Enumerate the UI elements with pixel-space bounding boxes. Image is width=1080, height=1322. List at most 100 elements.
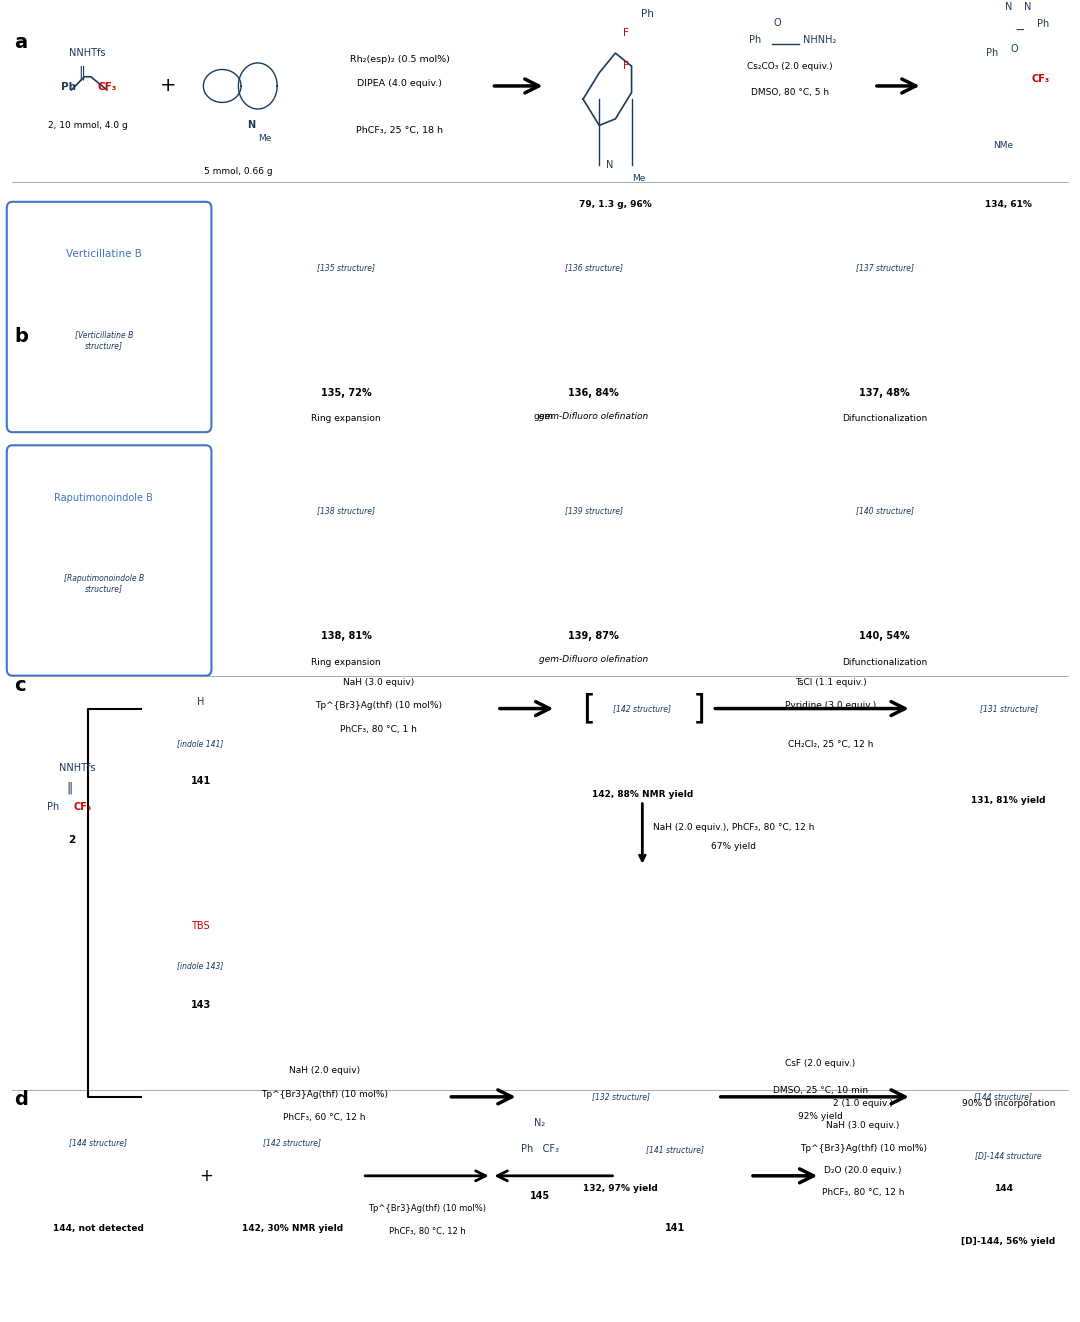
Text: 67% yield: 67% yield [712,842,756,851]
Text: 79, 1.3 g, 96%: 79, 1.3 g, 96% [579,200,652,209]
Text: [D]-144 structure: [D]-144 structure [975,1151,1042,1161]
Text: ‒: ‒ [1015,24,1024,38]
Text: CH₂Cl₂, 25 °C, 12 h: CH₂Cl₂, 25 °C, 12 h [788,739,874,748]
Text: ]: ] [693,691,706,724]
Text: Tp^{Br3}Ag(thf) (10 mol%): Tp^{Br3}Ag(thf) (10 mol%) [261,1089,388,1099]
Text: Ph: Ph [750,34,761,45]
Text: D₂O (20.0 equiv.): D₂O (20.0 equiv.) [824,1166,902,1175]
Text: 131, 81% yield: 131, 81% yield [971,796,1045,805]
Text: Cs₂CO₃ (2.0 equiv.): Cs₂CO₃ (2.0 equiv.) [747,62,833,70]
Text: 140, 54%: 140, 54% [860,631,910,641]
Text: [144 structure]: [144 structure] [974,1092,1032,1101]
Text: 92% yield: 92% yield [798,1112,842,1121]
Text: [140 structure]: [140 structure] [855,506,914,516]
Text: 144, not detected: 144, not detected [53,1224,144,1233]
Text: NaH (3.0 equiv.): NaH (3.0 equiv.) [826,1121,900,1130]
Text: 145: 145 [530,1191,550,1200]
Text: 141: 141 [190,776,211,787]
Text: [137 structure]: [137 structure] [855,263,914,272]
Text: 136, 84%: 136, 84% [568,387,619,398]
FancyBboxPatch shape [6,446,212,676]
Text: Difunctionalization: Difunctionalization [842,415,928,423]
Text: NNHTfs: NNHTfs [58,763,95,773]
Text: Ring expansion: Ring expansion [311,658,381,668]
Text: 132, 97% yield: 132, 97% yield [583,1185,658,1194]
Text: [135 structure]: [135 structure] [318,263,375,272]
Text: [142 structure]: [142 structure] [613,705,672,713]
Text: NHNH₂: NHNH₂ [804,34,837,45]
Text: Tp^{Br3}Ag(thf) (10 mol%): Tp^{Br3}Ag(thf) (10 mol%) [368,1204,486,1214]
Text: Verticillatine B: Verticillatine B [66,250,141,259]
Text: +: + [199,1167,213,1185]
Text: Ph: Ph [60,82,76,93]
Text: d: d [14,1091,28,1109]
Text: H: H [197,697,204,707]
Text: gem-Difluoro olefination: gem-Difluoro olefination [539,412,648,420]
Text: Me: Me [258,134,272,143]
Text: O: O [773,17,781,28]
Text: Tp^{Br3}Ag(thf) (10 mol%): Tp^{Br3}Ag(thf) (10 mol%) [315,702,442,710]
Text: CsF (2.0 equiv.): CsF (2.0 equiv.) [785,1059,855,1068]
Text: NaH (2.0 equiv.), PhCF₃, 80 °C, 12 h: NaH (2.0 equiv.), PhCF₃, 80 °C, 12 h [653,822,814,832]
Text: Ph   CF₃: Ph CF₃ [521,1145,559,1154]
Text: CF₃: CF₃ [97,82,117,93]
Text: a: a [14,33,27,53]
Text: F: F [623,28,630,38]
Text: 5 mmol, 0.66 g: 5 mmol, 0.66 g [204,167,272,176]
Text: Pyridine (3.0 equiv.): Pyridine (3.0 equiv.) [785,702,877,710]
Text: gem-Difluoro olefination: gem-Difluoro olefination [539,656,648,665]
Text: Difunctionalization: Difunctionalization [842,658,928,668]
Text: NMe: NMe [994,140,1013,149]
Text: 142, 30% NMR yield: 142, 30% NMR yield [242,1224,342,1233]
Text: 144: 144 [994,1185,1013,1194]
Text: 2 (1.0 equiv.): 2 (1.0 equiv.) [833,1099,893,1108]
Text: DIPEA (4.0 equiv.): DIPEA (4.0 equiv.) [357,79,443,87]
Text: 142, 88% NMR yield: 142, 88% NMR yield [592,789,693,798]
Text: PhCF₃, 60 °C, 12 h: PhCF₃, 60 °C, 12 h [283,1113,366,1122]
Text: 135, 72%: 135, 72% [321,387,372,398]
FancyBboxPatch shape [6,202,212,432]
Text: NaH (2.0 equiv): NaH (2.0 equiv) [289,1066,360,1075]
Text: ‖: ‖ [79,66,85,81]
Text: Rh₂(esp)₂ (0.5 mol%): Rh₂(esp)₂ (0.5 mol%) [350,56,450,65]
Text: [131 structure]: [131 structure] [980,705,1038,713]
Text: 137, 48%: 137, 48% [860,387,910,398]
Text: 90% D incorporation: 90% D incorporation [962,1099,1055,1108]
Text: 2, 10 mmol, 4.0 g: 2, 10 mmol, 4.0 g [48,120,127,130]
Text: [: [ [582,691,595,724]
Text: Ring expansion: Ring expansion [311,415,381,423]
Text: [142 structure]: [142 structure] [264,1138,321,1147]
Text: PhCF₃, 80 °C, 1 h: PhCF₃, 80 °C, 1 h [340,724,417,734]
Text: c: c [14,676,26,694]
Text: [139 structure]: [139 structure] [565,506,623,516]
Text: [indole 143]: [indole 143] [177,961,224,970]
Text: PhCF₃, 80 °C, 12 h: PhCF₃, 80 °C, 12 h [822,1188,904,1198]
Text: Me: Me [633,173,646,182]
Text: F: F [623,61,630,71]
Text: PhCF₃, 80 °C, 12 h: PhCF₃, 80 °C, 12 h [389,1227,465,1236]
Text: N: N [606,160,613,171]
Text: [132 structure]: [132 structure] [592,1092,650,1101]
Text: PhCF₃, 25 °C, 18 h: PhCF₃, 25 °C, 18 h [356,126,444,135]
Text: [144 structure]: [144 structure] [69,1138,127,1147]
Text: NNHTfs: NNHTfs [69,48,106,58]
Text: gem: gem [534,412,553,420]
Text: [141 structure]: [141 structure] [646,1145,704,1154]
Text: [Raputimonoindole B
structure]: [Raputimonoindole B structure] [64,574,144,594]
Text: [136 structure]: [136 structure] [565,263,623,272]
Text: [Verticillatine B
structure]: [Verticillatine B structure] [75,330,133,350]
Text: CF₃: CF₃ [1031,74,1050,85]
Text: 138, 81%: 138, 81% [321,631,372,641]
Text: 143: 143 [190,999,211,1010]
Text: Ph: Ph [986,48,999,58]
Text: Ph: Ph [642,8,654,19]
Text: TBS: TBS [191,920,210,931]
Text: O: O [1010,44,1017,54]
Text: N: N [247,120,255,131]
Text: b: b [14,327,28,346]
Text: Ph: Ph [1037,19,1049,29]
Text: [138 structure]: [138 structure] [318,506,375,516]
Text: +: + [160,77,177,95]
Text: Raputimonoindole B: Raputimonoindole B [54,493,153,502]
Text: TsCl (1.1 equiv.): TsCl (1.1 equiv.) [795,678,867,686]
